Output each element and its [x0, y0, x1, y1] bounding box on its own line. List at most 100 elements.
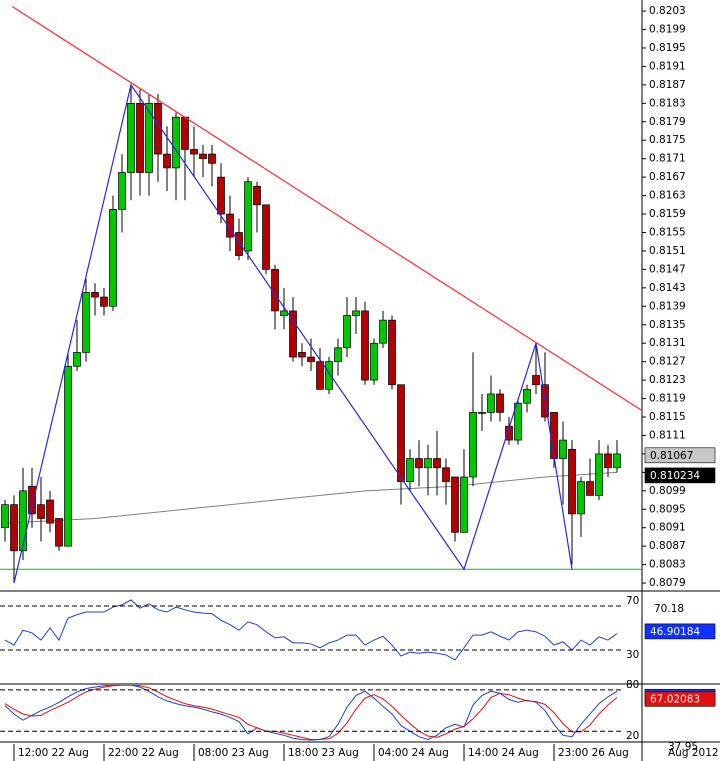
candle-body — [424, 458, 432, 469]
candle-body — [568, 448, 576, 515]
y-tick-label: 0.8139 — [649, 300, 686, 312]
level-label: 20 — [626, 730, 639, 742]
value-label: 0.810234 — [650, 470, 700, 482]
value-box — [644, 623, 716, 640]
candle-body — [10, 504, 18, 552]
y-tick-label: 0.8179 — [649, 116, 686, 128]
candle-body — [532, 375, 540, 386]
x-tick-label: 23:00 26 Aug — [558, 747, 629, 759]
y-tick-label: 0.8191 — [649, 60, 686, 72]
scale-label: 37.95 — [668, 741, 698, 753]
value-label: 67.02083 — [650, 693, 700, 705]
candle-body — [163, 153, 171, 169]
candle-body — [361, 310, 369, 381]
y-tick-label: 0.8203 — [649, 5, 686, 17]
candle-body — [100, 296, 108, 307]
candle-body — [613, 453, 621, 469]
x-tick-label: 22:00 22 Aug — [108, 747, 179, 759]
level-label: 70 — [626, 595, 639, 607]
candle-body — [523, 388, 531, 404]
y-tick-label: 0.8091 — [649, 522, 686, 534]
panel — [4, 685, 618, 741]
indicator-line — [4, 599, 618, 661]
indicator-line — [4, 685, 618, 740]
y-tick-label: 0.8087 — [649, 540, 686, 552]
candle-body — [415, 458, 423, 469]
candle-body — [460, 476, 468, 533]
candle-body — [28, 485, 36, 515]
candle-body — [586, 481, 594, 496]
y-tick-label: 0.8155 — [649, 226, 686, 238]
y-tick-label: 0.8147 — [649, 263, 686, 275]
candle-body — [397, 384, 405, 482]
y-tick-label: 0.8131 — [649, 337, 686, 349]
candle-body — [559, 439, 567, 459]
candle-body — [253, 186, 261, 206]
candle-body — [577, 481, 585, 515]
candle-body — [208, 153, 216, 164]
candle-body — [406, 458, 414, 482]
y-tick-label: 0.8095 — [649, 503, 686, 515]
candle-body — [109, 209, 117, 307]
x-tick-label: 04:00 24 Aug — [378, 747, 449, 759]
y-tick-label: 0.8123 — [649, 374, 686, 386]
candle-body — [145, 102, 153, 173]
y-tick-label: 0.8187 — [649, 79, 686, 91]
candle-body — [514, 402, 522, 441]
y-tick-label: 0.8167 — [649, 171, 686, 183]
candle-body — [298, 352, 306, 358]
y-tick-label: 0.8083 — [649, 559, 686, 571]
candle-body — [127, 102, 135, 173]
x-tick-label: 14:00 24 Aug — [468, 747, 539, 759]
candle-body — [604, 453, 612, 469]
candle-body — [316, 361, 324, 390]
value-label: 0.81067 — [650, 450, 693, 462]
candle-body — [595, 453, 603, 496]
candle-body — [307, 356, 315, 363]
candle-body — [82, 292, 90, 353]
scale-label: 70.18 — [654, 603, 684, 615]
candle-body — [226, 213, 234, 238]
candle-body — [550, 412, 558, 459]
candle-body — [496, 393, 504, 413]
candle-body — [451, 476, 459, 533]
candle-body — [388, 319, 396, 386]
candle-body — [190, 149, 198, 155]
candle-body — [487, 393, 495, 413]
candle-body — [118, 172, 126, 210]
trendline — [11, 5, 642, 412]
candle-body — [433, 458, 441, 469]
candle-body — [469, 412, 477, 478]
candle-body — [136, 102, 144, 173]
y-tick-label: 0.8127 — [649, 356, 686, 368]
candle-body — [19, 490, 27, 552]
value-box — [644, 691, 716, 707]
zigzag — [13, 83, 573, 584]
candle-body — [379, 319, 387, 344]
y-tick-label: 0.8199 — [649, 24, 686, 36]
y-tick-label: 0.8119 — [649, 393, 686, 405]
candle-body — [442, 467, 450, 482]
indicator-line — [4, 685, 618, 741]
panel — [4, 599, 618, 661]
candle-body — [289, 310, 297, 358]
panel — [0, 5, 642, 584]
candle-body — [64, 365, 72, 547]
y-tick-label: 0.8143 — [649, 282, 686, 294]
y-tick-label: 0.8183 — [649, 97, 686, 109]
level-label: 30 — [626, 649, 639, 661]
y-tick-label: 0.8111 — [649, 429, 686, 441]
x-tick-label: 08:00 23 Aug — [198, 747, 269, 759]
candle-body — [478, 412, 486, 414]
candle-body — [343, 315, 351, 349]
x-tick-label: 18:00 23 Aug — [288, 747, 359, 759]
value-box — [644, 467, 716, 484]
candle-body — [73, 352, 81, 367]
y-tick-label: 0.8079 — [649, 577, 686, 589]
date-label: Aug 2012 — [668, 747, 719, 759]
candle-body — [334, 347, 342, 363]
moving-average — [4, 471, 618, 524]
y-tick-label: 0.8159 — [649, 208, 686, 220]
